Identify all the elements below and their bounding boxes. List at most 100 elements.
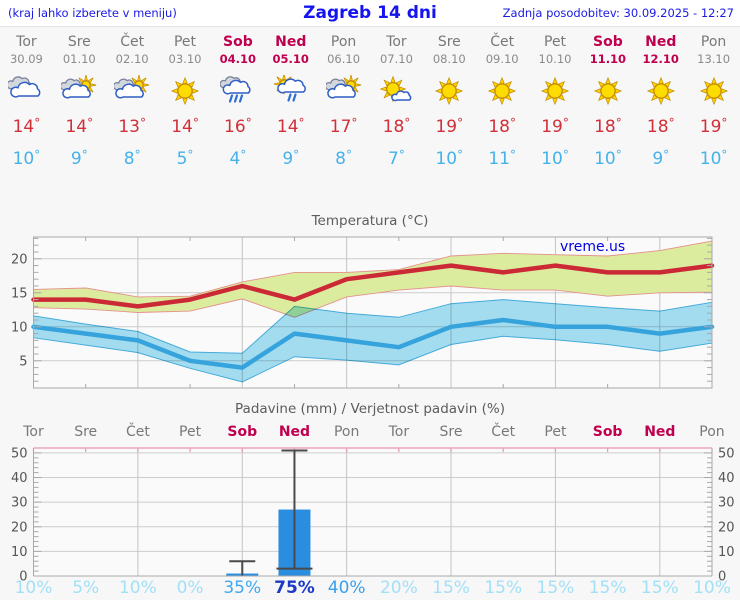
day-name: Čet (120, 34, 145, 50)
svg-text:20: 20 (11, 520, 28, 535)
day-name: Sre (437, 34, 461, 50)
partly-icon (317, 75, 370, 109)
precipitation-chart-title: Padavine (mm) / Verjetnost padavin (%) (235, 401, 505, 417)
sunny-icon (529, 75, 582, 109)
day-date: 07.10 (379, 52, 413, 66)
svg-text:15: 15 (11, 286, 28, 301)
sunny-icon (476, 75, 529, 109)
day-name: Pet (544, 34, 567, 50)
day-column: Sob 04.10 16° 4° (211, 28, 264, 170)
day-date: 09.10 (485, 52, 519, 66)
location-hint: (kraj lahko izberete v meniju) (8, 6, 177, 20)
day-date: 05.10 (272, 52, 309, 66)
precip-probability: 15% (537, 578, 575, 598)
day-name: Tor (16, 34, 37, 50)
high-temp: 19° (541, 116, 569, 137)
day-name: Sob (593, 34, 623, 50)
precip-day-label: Pon (334, 424, 359, 440)
day-date: 04.10 (219, 52, 257, 66)
low-temp: 9° (652, 148, 670, 169)
sunny-icon (687, 75, 740, 109)
precip-day-label: Sob (227, 424, 257, 440)
partly-icon (53, 75, 106, 109)
day-column: Ned 12.10 18° 9° (634, 28, 687, 170)
svg-text:20: 20 (718, 520, 735, 535)
svg-text:5: 5 (19, 354, 27, 369)
precip-day-label: Sre (74, 424, 97, 440)
high-temp: 18° (646, 116, 675, 137)
precip-day-label: Ned (279, 424, 310, 440)
precip-day-label: Pet (179, 424, 202, 440)
day-date: 01.10 (62, 52, 96, 66)
rain-icon (211, 75, 264, 109)
svg-text:30: 30 (718, 496, 735, 511)
svg-text:10: 10 (718, 545, 735, 560)
precip-day-label: Čet (491, 422, 515, 440)
precip-day-label: Tor (388, 424, 410, 440)
max-temp-line (31, 263, 715, 309)
low-temp: 11° (488, 148, 516, 169)
temperature-chart-title: Temperatura (°C) (311, 213, 429, 229)
day-name: Ned (275, 34, 307, 50)
mostly-sunny-icon (370, 75, 423, 109)
high-temp: 14° (171, 116, 199, 137)
day-column: Pon 06.10 17° 8° (317, 28, 370, 170)
high-temp: 17° (329, 116, 358, 137)
precip-day-label: Pon (699, 424, 724, 440)
day-column: Sre 08.10 19° 10° (423, 28, 476, 170)
svg-text:10: 10 (11, 320, 28, 335)
svg-text:50: 50 (718, 446, 735, 461)
precip-probability: 20% (380, 578, 418, 598)
high-temp: 14° (12, 116, 41, 137)
high-temp: 19° (699, 116, 728, 137)
low-temp: 10° (699, 148, 728, 169)
low-temp: 8° (335, 148, 352, 169)
day-date: 02.10 (115, 52, 149, 66)
day-column: Tor 07.10 18° 7° (370, 28, 423, 170)
sunny-icon (159, 75, 212, 109)
precip-probability: 15% (484, 578, 522, 598)
precip-probability: 10% (119, 578, 157, 598)
day-column: Sob 11.10 18° 10° (581, 28, 634, 170)
day-column: Čet 09.10 18° 11° (476, 28, 529, 170)
low-temp: 4° (229, 148, 247, 169)
page-title: Zagreb 14 dni (303, 3, 437, 23)
day-column: Ned 05.10 14° 9° (264, 28, 317, 170)
sunny-icon (423, 75, 476, 109)
min-temp-line (31, 317, 715, 370)
precip-day-label: Sob (593, 424, 623, 440)
temperature-chart: 5 10 15 20 vreme.us (11, 236, 715, 389)
sunny-icon (634, 75, 687, 109)
precip-probability: 15% (589, 578, 627, 598)
cloudy-icon (0, 75, 53, 109)
day-column: Pet 03.10 14° 5° (159, 28, 212, 170)
precip-day-label: Sre (440, 424, 463, 440)
low-temp: 9° (70, 148, 88, 169)
precip-probability: 35% (223, 578, 261, 598)
day-date: 11.10 (589, 52, 627, 66)
precip-probability: 10% (15, 578, 53, 598)
svg-text:10: 10 (11, 545, 28, 560)
sun-rain-icon (264, 75, 317, 109)
day-date: 13.10 (697, 52, 731, 66)
day-column: Čet 02.10 13° 8° (106, 28, 159, 170)
precip-probability: 0% (177, 578, 204, 598)
high-temp: 13° (118, 116, 146, 137)
forecast-strip: Tor 30.09 14° 10° Sre 01.10 14° 9° Čet 02.10 13° 8°… (0, 28, 740, 170)
precip-probability: 15% (641, 578, 679, 598)
day-name: Ned (645, 34, 677, 50)
precip-probability: 40% (328, 578, 366, 598)
day-date: 12.10 (642, 52, 679, 66)
low-temp: 10° (12, 148, 41, 169)
high-temp: 18° (382, 116, 411, 137)
watermark: vreme.us (560, 239, 625, 255)
precip-probability: 5% (72, 578, 99, 598)
day-column: Pon 13.10 19° 10° (687, 28, 740, 170)
low-temp: 10° (435, 148, 464, 169)
day-column: Sre 01.10 14° 9° (53, 28, 106, 170)
svg-text:20: 20 (11, 252, 28, 267)
svg-text:40: 40 (11, 471, 28, 486)
high-temp: 19° (435, 116, 464, 137)
precip-probability: 75% (274, 578, 315, 598)
precipitation-chart: Tor Sre Čet Pet Sob Ned Pon Tor Sre Čet Pet Sob Ned P… (11, 422, 735, 598)
